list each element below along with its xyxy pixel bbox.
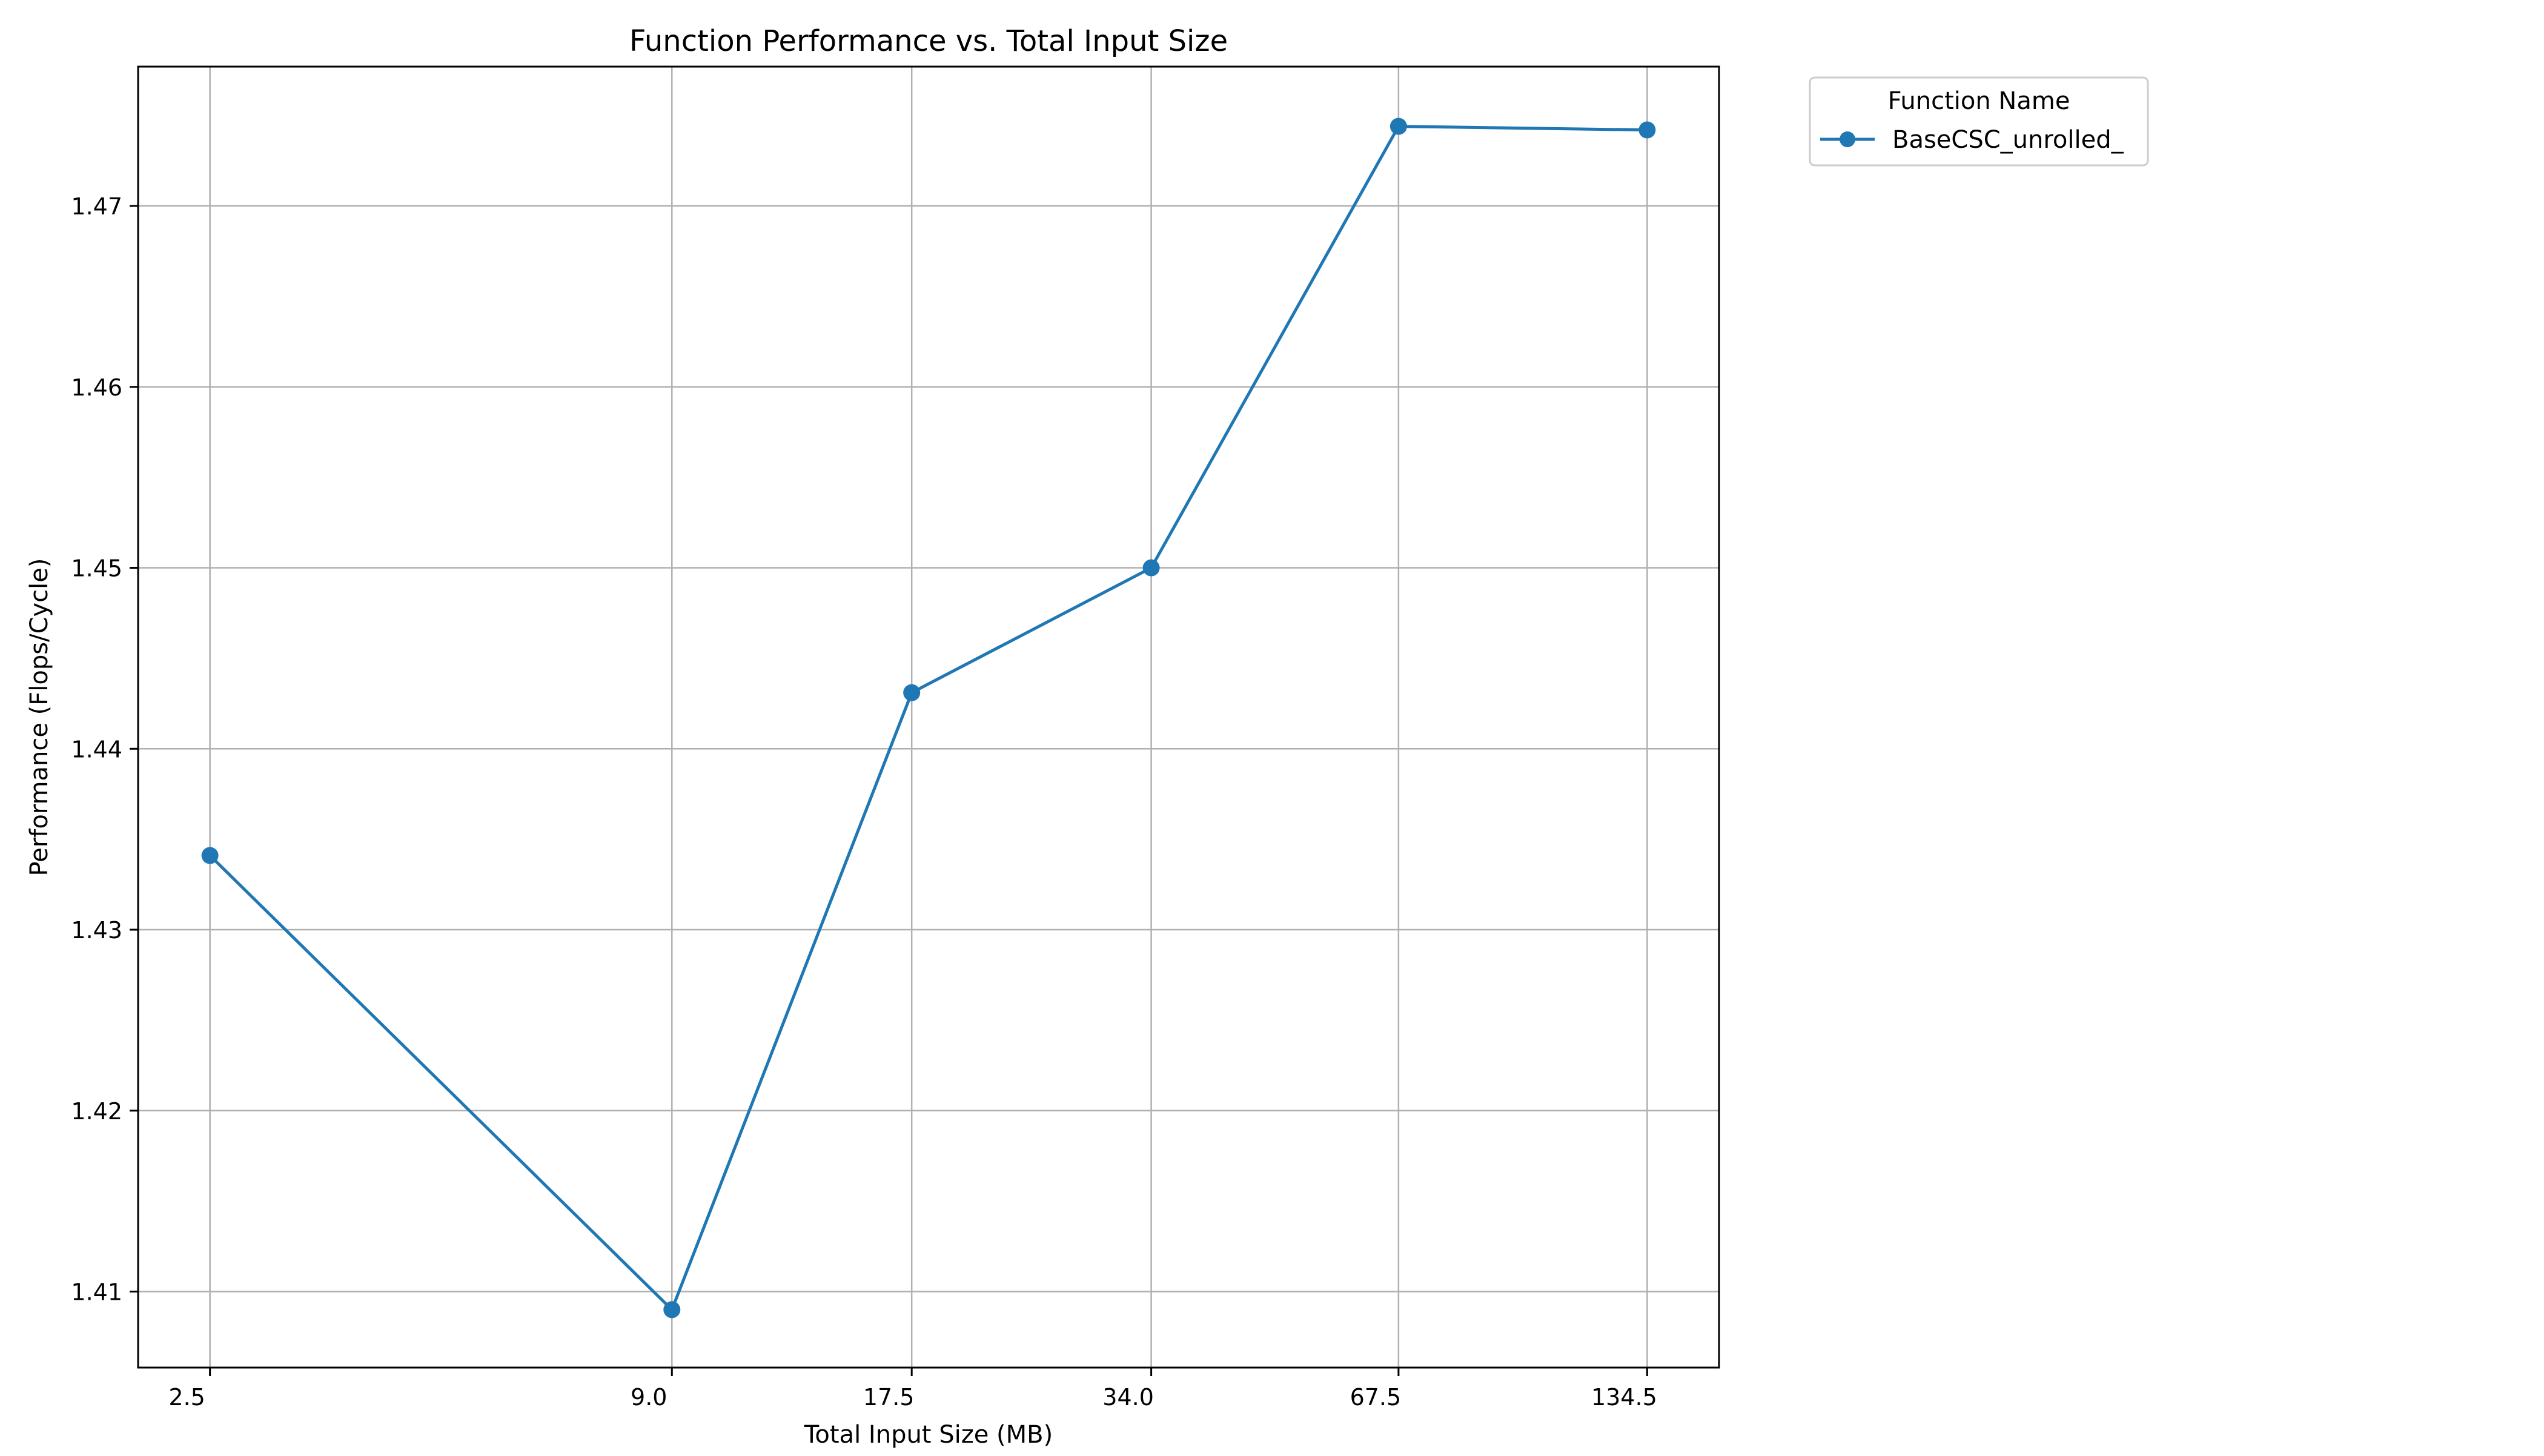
grid-lines — [138, 67, 1719, 1368]
data-point — [903, 684, 921, 701]
y-tick-label: 1.45 — [71, 555, 122, 582]
y-axis-label: Performance (Flops/Cycle) — [25, 558, 53, 876]
data-point — [1390, 117, 1407, 135]
x-tick-label: 2.5 — [168, 1384, 205, 1411]
data-point — [663, 1301, 681, 1319]
x-axis-ticks: 2.5 9.0 17.5 34.0 67.5 134.5 — [168, 1368, 1657, 1411]
legend-entry-label: BaseCSC_unrolled_ — [1892, 126, 2124, 154]
y-axis-ticks: 1.41 1.42 1.43 1.44 1.45 1.46 1.47 — [71, 193, 138, 1306]
legend-title: Function Name — [1888, 87, 2070, 115]
y-tick-label: 1.44 — [71, 736, 122, 763]
data-point — [1638, 121, 1656, 139]
x-tick-label: 17.5 — [863, 1384, 915, 1411]
y-tick-label: 1.41 — [71, 1279, 122, 1306]
x-tick-label: 9.0 — [631, 1384, 667, 1411]
plot-frame — [137, 65, 1720, 1369]
chart-title: Function Performance vs. Total Input Siz… — [629, 24, 1228, 58]
x-axis-label: Total Input Size (MB) — [804, 1421, 1053, 1449]
legend-box — [1809, 76, 2149, 167]
y-tick-label: 1.46 — [71, 374, 122, 401]
y-tick-label: 1.47 — [71, 193, 122, 220]
legend-marker-swatch — [1840, 131, 1855, 147]
data-point — [201, 847, 219, 864]
legend: Function Name BaseCSC_unrolled_ — [1809, 76, 2149, 167]
x-tick-label: 134.5 — [1591, 1384, 1657, 1411]
data-point — [1142, 559, 1160, 577]
series-line — [208, 125, 1648, 1311]
x-tick-label: 34.0 — [1102, 1384, 1154, 1411]
y-tick-label: 1.42 — [71, 1098, 122, 1125]
series-layer — [201, 117, 1656, 1319]
y-tick-label: 1.43 — [71, 917, 122, 944]
x-tick-label: 67.5 — [1350, 1384, 1402, 1411]
